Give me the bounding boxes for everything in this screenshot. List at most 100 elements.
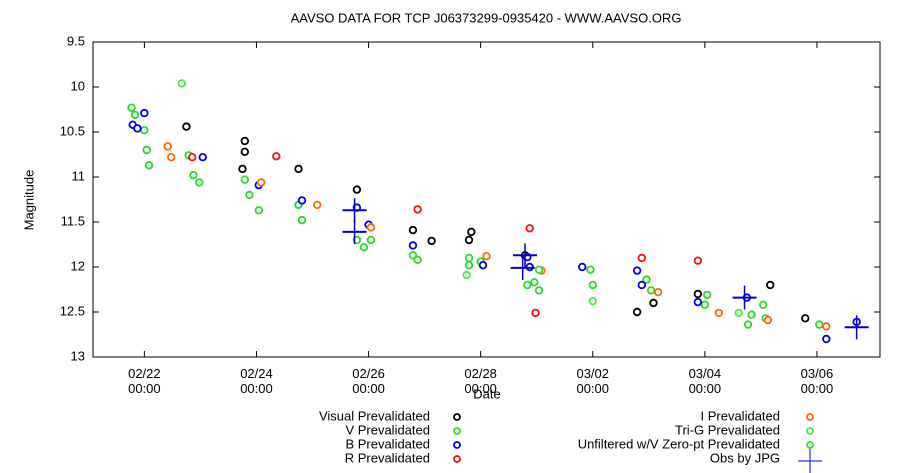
point [142, 145, 151, 155]
point [702, 290, 712, 300]
point [530, 278, 539, 287]
cross-marker [732, 285, 757, 310]
point [359, 242, 369, 252]
legend-label: R Prevalidated [345, 450, 430, 465]
point [743, 320, 753, 329]
y-tick-label: 11 [72, 168, 86, 183]
point [177, 79, 186, 88]
point [531, 308, 540, 318]
point [482, 252, 491, 261]
point [127, 103, 136, 112]
point [734, 308, 743, 318]
point [240, 147, 249, 156]
point [693, 297, 703, 307]
point [747, 310, 756, 319]
legend-marker [806, 441, 814, 449]
point [759, 300, 768, 309]
point [653, 288, 663, 297]
legend-label: I Prevalidated [701, 408, 781, 423]
x-tick-label: 03/06 00:00 [801, 366, 834, 396]
x-tick-label: 03/02 00:00 [576, 366, 609, 396]
point [588, 280, 597, 290]
point [256, 178, 266, 187]
x-tick-label: 02/24 00:00 [240, 366, 273, 396]
point [632, 307, 642, 317]
y-tick-label: 9.5 [67, 33, 85, 48]
point [649, 298, 658, 308]
legend-label: Obs by JPG [710, 450, 780, 465]
point [408, 241, 418, 250]
point [130, 110, 140, 120]
y-tick-label: 12.5 [60, 303, 85, 318]
x-tick-label: 02/22 00:00 [128, 366, 161, 396]
point [766, 280, 775, 290]
point [462, 270, 471, 280]
point [822, 334, 831, 344]
y-axis-label: Magnitude [21, 170, 36, 231]
cross-marker [513, 243, 538, 268]
point [195, 178, 204, 187]
point [637, 253, 646, 263]
point [413, 255, 422, 264]
legend-label: Visual Prevalidated [319, 408, 430, 423]
point [294, 164, 303, 174]
legend-marker [806, 413, 814, 421]
plot-frame [92, 41, 881, 358]
point [464, 261, 474, 270]
legend-marker [453, 455, 461, 463]
point [238, 164, 247, 174]
point [801, 314, 810, 323]
point [272, 152, 281, 161]
point [642, 275, 651, 284]
point [822, 322, 831, 331]
cross-marker [342, 219, 367, 244]
x-tick-label: 02/26 00:00 [352, 366, 385, 396]
x-tick-label: 02/28 00:00 [464, 366, 497, 396]
point [714, 308, 724, 318]
cross-marker [510, 255, 535, 280]
point [133, 124, 142, 133]
point [312, 200, 322, 210]
legend-label: B Prevalidated [345, 436, 430, 451]
point [189, 170, 198, 180]
legend-marker [453, 427, 461, 435]
point [693, 289, 703, 299]
y-tick-label: 10 [71, 78, 85, 93]
point [408, 225, 418, 235]
point [586, 265, 595, 274]
point [646, 286, 656, 295]
point [245, 190, 254, 200]
y-tick-label: 12 [71, 258, 85, 273]
point [240, 136, 249, 146]
legend-marker [453, 413, 461, 421]
point [297, 196, 307, 205]
point [297, 215, 307, 225]
point [140, 108, 149, 118]
point [588, 297, 597, 306]
point [478, 261, 488, 270]
point [427, 236, 436, 246]
point [464, 253, 474, 263]
cross-marker [844, 315, 869, 340]
y-tick-label: 10.5 [60, 123, 85, 138]
point [182, 122, 191, 131]
x-tick-label: 03/04 00:00 [689, 366, 722, 396]
point [163, 142, 172, 151]
legend-label: Tri-G Prevalidated [675, 422, 780, 437]
point [240, 175, 249, 184]
point [578, 262, 587, 272]
point [700, 300, 710, 309]
point [467, 227, 476, 237]
point [167, 152, 176, 162]
point [464, 235, 474, 245]
point [198, 152, 207, 162]
legend-marker [453, 441, 461, 449]
point [144, 161, 154, 170]
point [632, 266, 642, 275]
legend-marker [806, 427, 814, 435]
point [534, 265, 544, 274]
x-axis-label: Date [473, 386, 500, 401]
point [637, 280, 646, 290]
point [693, 256, 703, 265]
